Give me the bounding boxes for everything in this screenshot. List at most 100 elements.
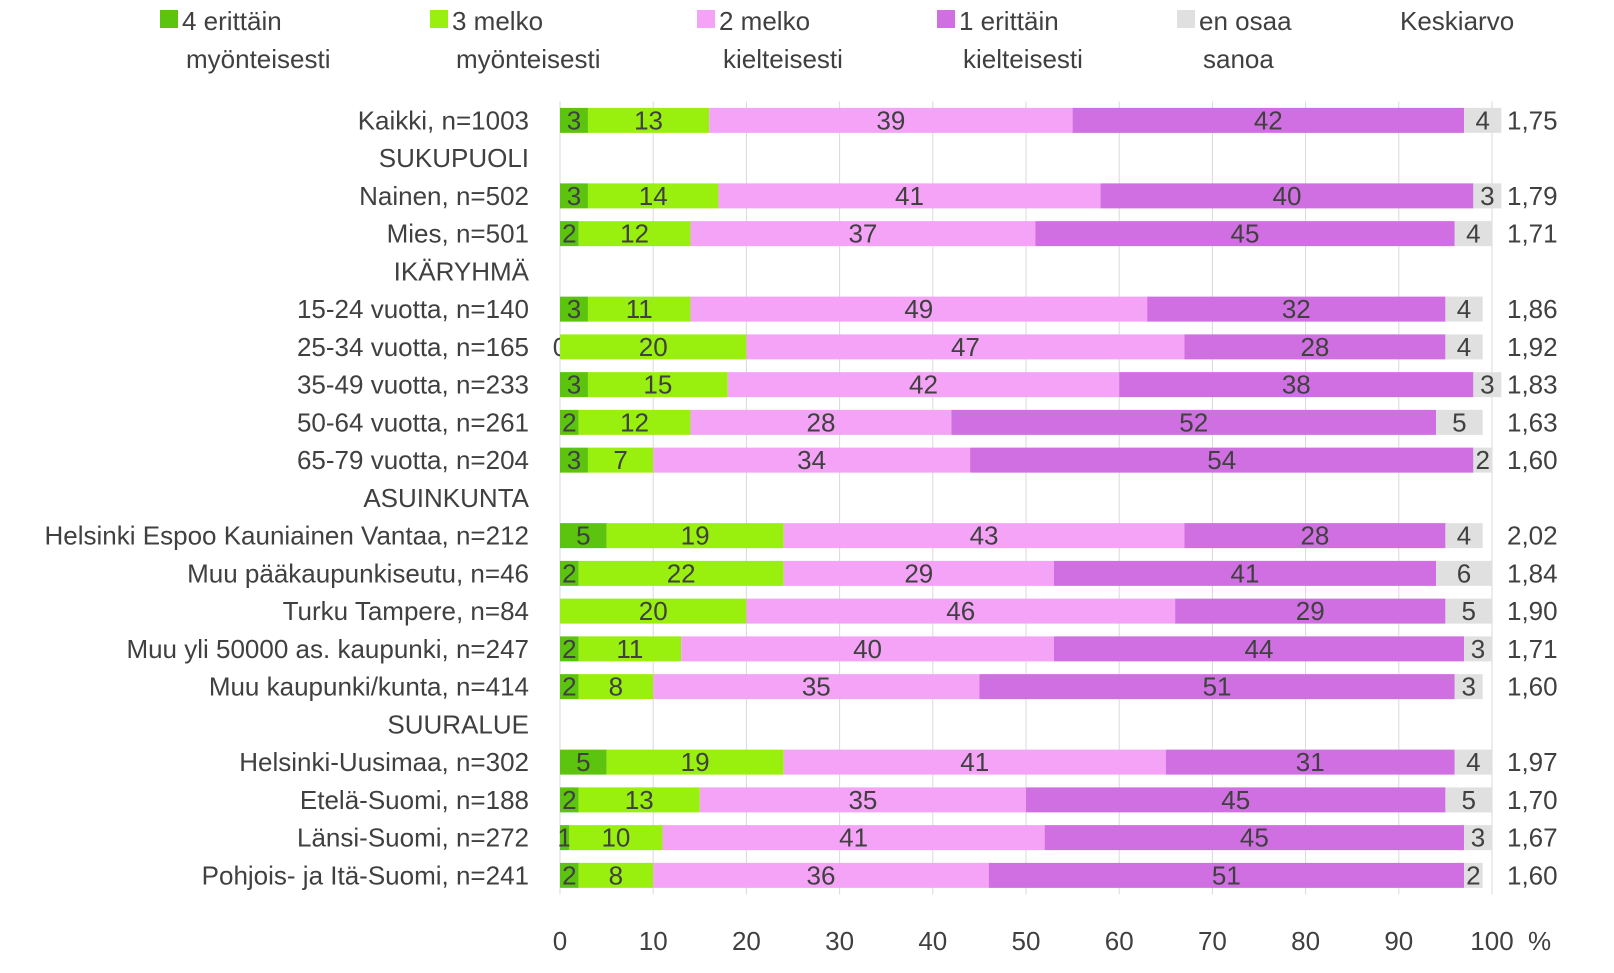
data-label: 14 — [639, 181, 668, 211]
bar-segment — [783, 749, 1166, 775]
data-label: 44 — [1245, 634, 1274, 664]
bar-segment — [1445, 296, 1483, 322]
bar-segment — [1464, 862, 1483, 888]
data-label: 3 — [1471, 634, 1485, 664]
mean-value: 1,70 — [1507, 785, 1558, 815]
row-label: Pohjois- ja Itä-Suomi, n=241 — [202, 860, 529, 890]
data-label: 51 — [1203, 672, 1232, 702]
x-axis-unit-label: % — [1528, 926, 1551, 956]
legend-swatch — [697, 10, 715, 28]
bar-segment — [560, 787, 579, 813]
mean-value: 1,63 — [1507, 407, 1558, 437]
bar-segment — [1454, 221, 1492, 247]
legend-label: kielteisesti — [723, 44, 843, 74]
bar-segment — [1035, 221, 1455, 247]
data-label: 8 — [609, 672, 623, 702]
data-label: 49 — [904, 294, 933, 324]
bar-segment — [970, 447, 1474, 473]
row-label: Etelä-Suomi, n=188 — [300, 785, 529, 815]
x-tick-label: 20 — [732, 926, 761, 956]
data-label: 12 — [620, 407, 649, 437]
data-label: 22 — [667, 558, 696, 588]
data-label: 37 — [848, 219, 877, 249]
row-label: Länsi-Suomi, n=272 — [297, 823, 529, 853]
data-label: 3 — [567, 370, 581, 400]
data-label: 41 — [895, 181, 924, 211]
bar-segment — [1184, 523, 1446, 549]
data-label: 46 — [946, 596, 975, 626]
data-label: 40 — [1272, 181, 1301, 211]
mean-value: 1,60 — [1507, 860, 1558, 890]
bar-segment — [560, 107, 588, 133]
row-label: Muu kaupunki/kunta, n=414 — [209, 672, 529, 702]
bar-segment — [783, 523, 1185, 549]
group-header: IKÄRYHMÄ — [394, 256, 530, 286]
bar-segment — [560, 334, 747, 360]
data-label: 5 — [1461, 596, 1475, 626]
data-label: 19 — [681, 521, 710, 551]
data-label: 12 — [620, 219, 649, 249]
row-label: Mies, n=501 — [387, 219, 529, 249]
row-label: Muu pääkaupunkiseutu, n=46 — [187, 558, 529, 588]
bar-segment — [606, 749, 784, 775]
data-label: 45 — [1221, 785, 1250, 815]
bar-segment — [560, 749, 607, 775]
data-label: 42 — [1254, 105, 1283, 135]
bar-segment — [560, 598, 747, 624]
bar-segment — [653, 862, 989, 888]
data-label: 3 — [567, 445, 581, 475]
data-label: 3 — [567, 105, 581, 135]
row-label: 35-49 vuotta, n=233 — [297, 370, 529, 400]
data-label: 4 — [1457, 521, 1471, 551]
mean-value: 1,86 — [1507, 294, 1558, 324]
bar-segment — [1464, 636, 1492, 662]
bar-segment — [560, 372, 588, 398]
bar-segment — [578, 636, 682, 662]
legend-swatch — [430, 10, 448, 28]
bar-segment — [1165, 749, 1455, 775]
x-tick-label: 10 — [639, 926, 668, 956]
mean-value: 2,02 — [1507, 521, 1558, 551]
group-header: SUURALUE — [387, 709, 529, 739]
data-label: 19 — [681, 747, 710, 777]
data-label: 4 — [1475, 105, 1489, 135]
data-label: 2 — [562, 558, 576, 588]
bar-segment — [979, 674, 1455, 700]
bar-rows: Kaikki, n=1003 3 13 39 42 4 1,75SUKUPUOLINaine… — [45, 105, 1558, 890]
data-label: 52 — [1179, 407, 1208, 437]
data-label: 3 — [567, 294, 581, 324]
bar-segment — [1445, 787, 1492, 813]
chart-legend: 4 erittäin myönteisesti 3 melko myönteisest… — [160, 6, 1292, 74]
mean-value: 1,71 — [1507, 634, 1558, 664]
data-label: 2 — [562, 672, 576, 702]
data-label: 20 — [639, 332, 668, 362]
x-tick-label: 80 — [1291, 926, 1320, 956]
bar-segment — [560, 862, 579, 888]
bar-segment — [988, 862, 1465, 888]
legend-label: 2 melko — [719, 6, 810, 36]
data-label: 40 — [853, 634, 882, 664]
bar-segment — [560, 674, 579, 700]
data-label: 8 — [609, 860, 623, 890]
bar-segment — [1445, 334, 1483, 360]
bar-segment — [1026, 787, 1446, 813]
legend-swatch — [937, 10, 955, 28]
bar-segment — [1053, 560, 1437, 586]
data-label: 35 — [802, 672, 831, 702]
bar-segment — [606, 523, 784, 549]
data-label: 45 — [1240, 823, 1269, 853]
bar-segment — [587, 183, 719, 209]
data-label: 4 — [1457, 332, 1471, 362]
data-label: 28 — [1300, 332, 1329, 362]
data-label: 2 — [562, 219, 576, 249]
mean-column-header: Keskiarvo — [1400, 6, 1514, 36]
data-label: 38 — [1282, 370, 1311, 400]
bar-segment — [578, 409, 691, 435]
data-label: 41 — [1231, 558, 1260, 588]
data-label: 42 — [909, 370, 938, 400]
bar-segment — [578, 560, 784, 586]
data-label: 11 — [616, 634, 643, 664]
data-label: 29 — [1296, 596, 1325, 626]
data-label: 1 — [557, 823, 571, 853]
bar-segment — [1072, 107, 1465, 133]
